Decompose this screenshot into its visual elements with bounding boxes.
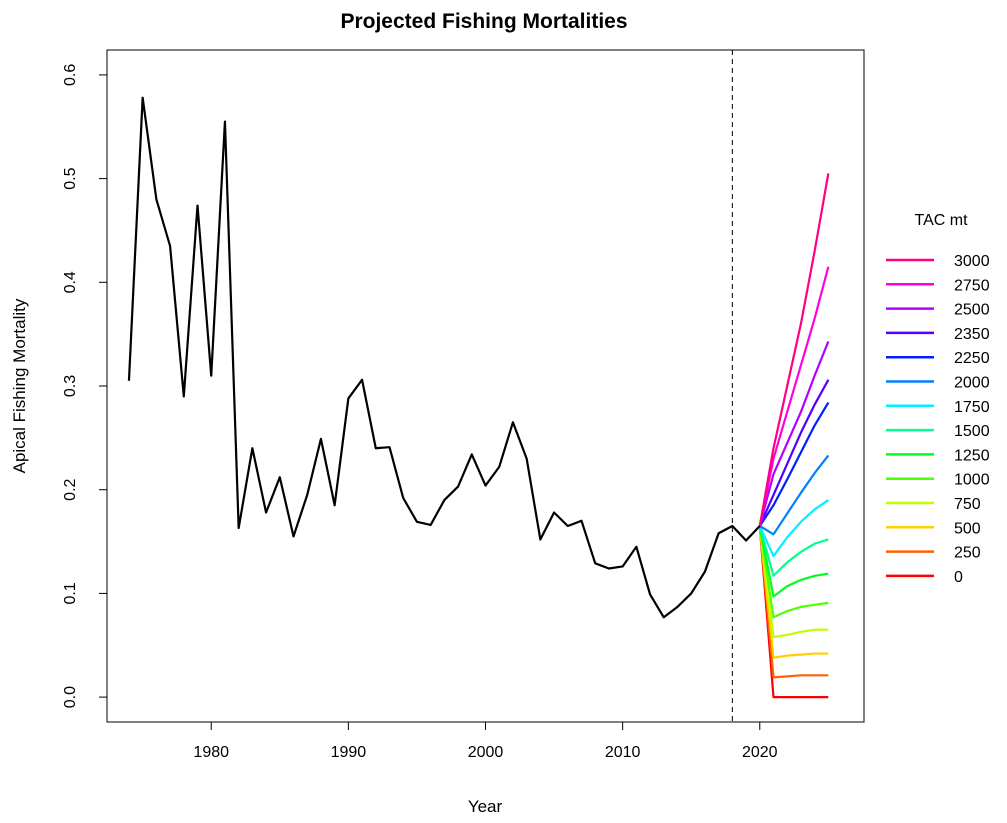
series-line-0 — [758, 525, 829, 699]
series-line-2000 — [759, 454, 830, 536]
x-axis: 1980 1990 2000 2010 2020 — [193, 721, 778, 761]
series-group — [127, 96, 830, 699]
plot-frame — [106, 49, 865, 723]
series-line-1250 — [758, 525, 829, 598]
series-line-2350 — [758, 379, 830, 527]
legend-label-2500: 2500 — [954, 302, 990, 319]
series-line-2500 — [758, 340, 830, 527]
legend-label-250: 250 — [954, 545, 981, 562]
x-tick-label: 2020 — [742, 744, 778, 761]
series-line-2750 — [758, 266, 830, 527]
y-axis-label: Apical Fishing Mortality — [10, 298, 29, 473]
series-line-750 — [758, 525, 829, 639]
series-line-1000 — [758, 525, 829, 619]
series-line-500 — [758, 525, 829, 659]
y-tick-label: 0.2 — [62, 478, 79, 500]
series-line-1500 — [758, 525, 829, 577]
x-tick-label: 2000 — [468, 744, 504, 761]
legend-label-0: 0 — [954, 569, 963, 586]
legend-label-2750: 2750 — [954, 277, 990, 294]
y-tick-label: 0.5 — [62, 167, 79, 189]
series-line-2250 — [758, 402, 830, 527]
legend-label-2350: 2350 — [954, 326, 990, 343]
legend-title: TAC mt — [914, 212, 968, 229]
x-tick-label: 1980 — [193, 744, 229, 761]
y-axis: 0.0 0.1 0.2 0.3 0.4 0.5 0.6 — [62, 64, 108, 708]
y-tick-label: 0.4 — [62, 271, 79, 293]
legend: TAC mt 300027502500235022502000175015001… — [886, 212, 990, 586]
legend-label-500: 500 — [954, 520, 981, 537]
legend-label-1000: 1000 — [954, 472, 990, 489]
x-tick-label: 2010 — [605, 744, 641, 761]
legend-label-2000: 2000 — [954, 375, 990, 392]
legend-label-3000: 3000 — [954, 253, 990, 270]
legend-label-1500: 1500 — [954, 423, 990, 440]
chart-title: Projected Fishing Mortalities — [340, 10, 627, 33]
y-tick-label: 0.0 — [62, 686, 79, 708]
y-tick-label: 0.1 — [62, 582, 79, 604]
y-tick-label: 0.3 — [62, 375, 79, 397]
legend-label-1750: 1750 — [954, 399, 990, 416]
historical-line — [127, 96, 761, 619]
x-tick-label: 1990 — [331, 744, 367, 761]
series-line-1750 — [758, 499, 829, 558]
x-axis-label: Year — [468, 797, 503, 816]
legend-label-1250: 1250 — [954, 447, 990, 464]
series-line-3000 — [758, 173, 830, 527]
legend-label-750: 750 — [954, 496, 981, 513]
legend-label-2250: 2250 — [954, 350, 990, 367]
series-line-250 — [758, 525, 829, 679]
y-tick-label: 0.6 — [62, 64, 79, 86]
